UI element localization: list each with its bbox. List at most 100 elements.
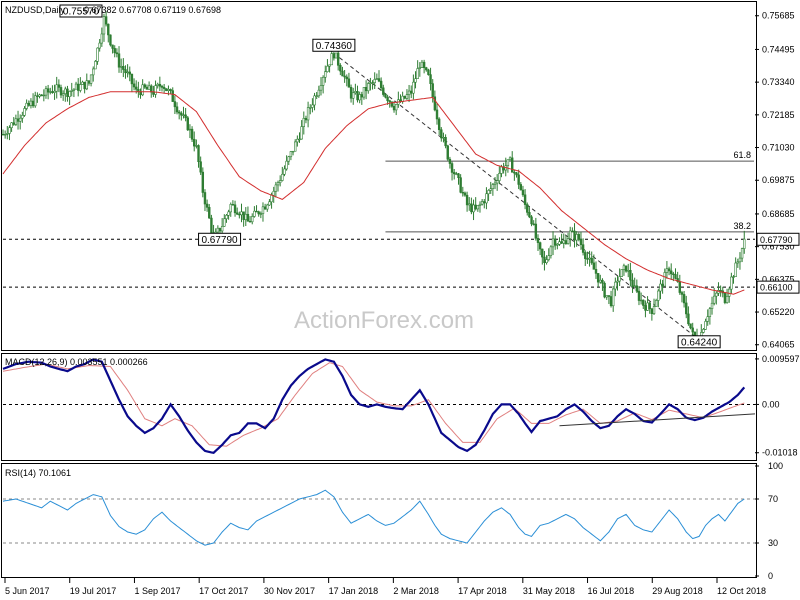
candle-body-51 xyxy=(111,44,114,49)
x-tick-label-9: 16 Jul 2018 xyxy=(588,586,635,596)
candle-body-110 xyxy=(238,213,241,216)
level-label-0: 0.67790 xyxy=(760,235,793,245)
candle-body-61 xyxy=(132,83,136,88)
candle-body-115 xyxy=(248,221,252,223)
candle-body-244 xyxy=(526,204,529,213)
candle-body-56 xyxy=(122,65,125,70)
candle-body-106 xyxy=(229,204,232,213)
candle-body-299 xyxy=(644,305,647,311)
boxed-label-0: 0.75570 xyxy=(63,7,100,18)
candle-body-243 xyxy=(523,194,527,205)
candle-body-95 xyxy=(205,203,209,208)
candle-body-91 xyxy=(197,145,200,163)
candle-body-204 xyxy=(440,129,443,139)
candle-body-316 xyxy=(680,292,684,295)
candle-body-294 xyxy=(633,285,636,287)
candle-body-142 xyxy=(306,107,310,121)
price-y-tick-label-1: 0.74495 xyxy=(762,44,795,54)
candle-body-330 xyxy=(710,302,714,309)
candle-body-72 xyxy=(156,83,159,86)
candle-body-336 xyxy=(723,292,727,303)
candle-body-318 xyxy=(685,302,688,315)
candle-body-237 xyxy=(511,157,514,173)
candle-body-114 xyxy=(246,213,250,222)
candle-body-152 xyxy=(328,64,331,67)
candle-body-31 xyxy=(68,91,71,97)
candle-body-308 xyxy=(663,272,666,287)
candle-body-168 xyxy=(362,87,366,98)
candle-body-174 xyxy=(375,78,379,80)
candle-body-179 xyxy=(386,96,389,102)
rsi-y-tick-label-0: 100 xyxy=(768,461,783,471)
candle-body-313 xyxy=(674,274,677,279)
candle-body-201 xyxy=(433,96,437,111)
candle-body-270 xyxy=(581,244,585,253)
candle-body-9 xyxy=(21,115,24,119)
candle-body-226 xyxy=(487,190,490,195)
candle-body-172 xyxy=(371,82,374,84)
candle-body-182 xyxy=(392,105,396,111)
candle-body-264 xyxy=(569,230,572,239)
candle-body-210 xyxy=(452,172,456,175)
candle-body-252 xyxy=(543,256,546,263)
candle-body-6 xyxy=(14,118,18,125)
candle-body-74 xyxy=(160,85,164,88)
candle-body-224 xyxy=(483,201,486,204)
candle-body-277 xyxy=(596,273,600,283)
candle-body-332 xyxy=(715,292,718,297)
candle-body-20 xyxy=(44,88,48,96)
fib-label-1: 38.2 xyxy=(733,221,751,231)
candle-body-293 xyxy=(631,279,634,287)
candle-body-262 xyxy=(564,240,568,244)
candle-body-129 xyxy=(278,180,282,184)
candle-body-254 xyxy=(547,255,550,260)
candle-body-63 xyxy=(137,88,140,92)
candle-body-68 xyxy=(147,85,151,90)
watermark: ActionForex.com xyxy=(294,307,474,334)
candle-body-1 xyxy=(3,133,7,136)
candle-body-23 xyxy=(51,91,54,93)
candle-body-78 xyxy=(169,89,172,91)
candle-body-178 xyxy=(384,94,387,98)
candle-body-26 xyxy=(57,84,61,88)
candle-body-108 xyxy=(233,204,237,214)
candle-body-327 xyxy=(704,321,707,330)
candle-body-73 xyxy=(158,83,162,87)
candle-body-54 xyxy=(117,53,121,68)
level-label-frame-1 xyxy=(756,280,800,294)
candle-body-271 xyxy=(584,252,587,259)
rsi-panel xyxy=(1,463,757,578)
candle-body-274 xyxy=(590,257,593,264)
candle-body-136 xyxy=(294,141,297,152)
candle-body-139 xyxy=(300,126,303,140)
candle-body-75 xyxy=(162,87,166,89)
candle-body-143 xyxy=(309,107,312,109)
candle-body-205 xyxy=(442,137,445,139)
macd-panel-title: MACD(12,26,9) 0.003551 0.000266 xyxy=(5,357,148,367)
candle-body-88 xyxy=(190,128,194,140)
candle-body-282 xyxy=(607,295,611,297)
candle-body-263 xyxy=(566,238,570,244)
candle-body-60 xyxy=(130,73,134,85)
candle-body-65 xyxy=(141,84,144,96)
candle-body-289 xyxy=(622,265,626,270)
candle-body-231 xyxy=(498,173,501,181)
candle-body-112 xyxy=(242,211,245,220)
candle-body-310 xyxy=(667,268,671,272)
candle-body-306 xyxy=(659,283,662,292)
candle-body-83 xyxy=(180,112,183,116)
candle-body-208 xyxy=(448,158,452,164)
candle-body-3 xyxy=(8,127,11,134)
candle-body-80 xyxy=(173,101,177,108)
candle-body-156 xyxy=(336,52,340,66)
candle-body-58 xyxy=(126,71,129,74)
candle-body-281 xyxy=(605,295,608,298)
candle-body-278 xyxy=(599,279,602,283)
candle-body-315 xyxy=(678,281,682,293)
candle-body-161 xyxy=(347,78,351,88)
candle-body-11 xyxy=(25,102,28,109)
candle-body-162 xyxy=(349,86,353,99)
candle-body-71 xyxy=(154,85,157,95)
candle-body-249 xyxy=(536,237,540,243)
